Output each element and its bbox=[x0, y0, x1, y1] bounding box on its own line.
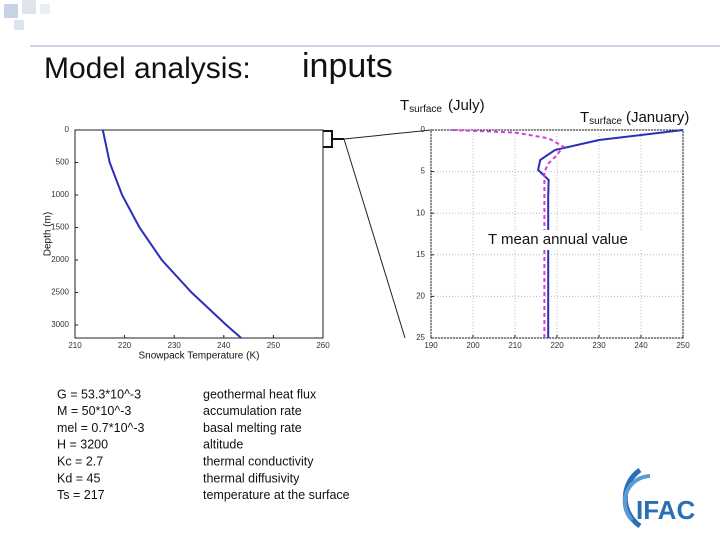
profile-line bbox=[101, 129, 242, 339]
parameter: Kd = 45 bbox=[57, 471, 100, 485]
parameter-description: geothermal heat flux bbox=[203, 387, 317, 401]
annotation-july: Tsurface (July) bbox=[400, 97, 485, 115]
deco-square bbox=[40, 4, 50, 14]
logo-text: IFAC bbox=[636, 495, 695, 525]
x-tick-label: 210 bbox=[508, 341, 522, 350]
parameter-description: accumulation rate bbox=[203, 404, 302, 418]
x-tick-label: 220 bbox=[118, 341, 132, 350]
y-tick-label: 1500 bbox=[51, 223, 69, 232]
parameter-description: basal melting rate bbox=[203, 421, 302, 435]
annotation-bg bbox=[485, 230, 655, 250]
x-tick-label: 240 bbox=[217, 341, 231, 350]
x-tick-label: 240 bbox=[634, 341, 648, 350]
parameter-list: G = 53.3*10^-3 geothermal heat flux M = 50… bbox=[57, 387, 350, 502]
connector bbox=[343, 138, 406, 339]
x-tick-label: 190 bbox=[424, 341, 438, 350]
x-tick-label: 260 bbox=[316, 341, 330, 350]
parameter: Ts = 217 bbox=[57, 488, 105, 502]
y-tick-label: 2500 bbox=[51, 288, 69, 297]
bracket bbox=[322, 130, 344, 148]
y-tick-label: 25 bbox=[416, 333, 425, 342]
y-axis-label: Depth (m) bbox=[43, 212, 54, 256]
y-tick-label: 500 bbox=[56, 158, 70, 167]
y-tick-label: 20 bbox=[416, 292, 425, 301]
deco-square bbox=[4, 4, 18, 18]
y-tick-label: 15 bbox=[416, 250, 425, 259]
parameter-description: altitude bbox=[203, 438, 243, 452]
annotation-mean: T mean annual value bbox=[488, 231, 628, 248]
logo: IFAC bbox=[622, 467, 695, 529]
y-tick-label: 0 bbox=[65, 125, 70, 134]
profile-line bbox=[537, 129, 684, 338]
y-tick-label: 5 bbox=[421, 167, 426, 176]
parameter: mel = 0.7*10^-3 bbox=[57, 421, 145, 435]
x-axis-label: Snowpack Temperature (K) bbox=[139, 351, 260, 362]
plot-area bbox=[74, 129, 324, 339]
x-tick-label: 250 bbox=[267, 341, 281, 350]
parameter: H = 3200 bbox=[57, 438, 108, 452]
connector bbox=[343, 129, 432, 140]
y-tick-label: 2000 bbox=[51, 255, 69, 264]
x-tick-label: 230 bbox=[168, 341, 182, 350]
parameter: Kc = 2.7 bbox=[57, 454, 103, 468]
parameter: G = 53.3*10^-3 bbox=[57, 387, 141, 401]
x-tick-label: 200 bbox=[466, 341, 480, 350]
y-tick-label: 10 bbox=[416, 208, 425, 217]
parameter: M = 50*10^-3 bbox=[57, 404, 131, 418]
annotation-january: Tsurface (January) bbox=[580, 109, 689, 127]
x-tick-label: 210 bbox=[68, 341, 82, 350]
parameter-description: thermal diffusivity bbox=[203, 471, 300, 485]
profile-line bbox=[451, 129, 565, 338]
parameter-description: temperature at the surface bbox=[203, 488, 350, 502]
deco-square bbox=[14, 20, 24, 30]
y-tick-label: 3000 bbox=[51, 320, 69, 329]
x-tick-label: 250 bbox=[676, 341, 690, 350]
deco-square bbox=[22, 0, 36, 14]
x-tick-label: 230 bbox=[592, 341, 606, 350]
y-tick-label: 1000 bbox=[51, 190, 69, 199]
slide-title-lead: Model analysis: bbox=[44, 52, 251, 85]
slide-title-main: inputs bbox=[302, 47, 393, 85]
parameter-description: thermal conductivity bbox=[203, 454, 314, 468]
x-tick-label: 220 bbox=[550, 341, 564, 350]
y-tick-label: 0 bbox=[421, 125, 426, 134]
